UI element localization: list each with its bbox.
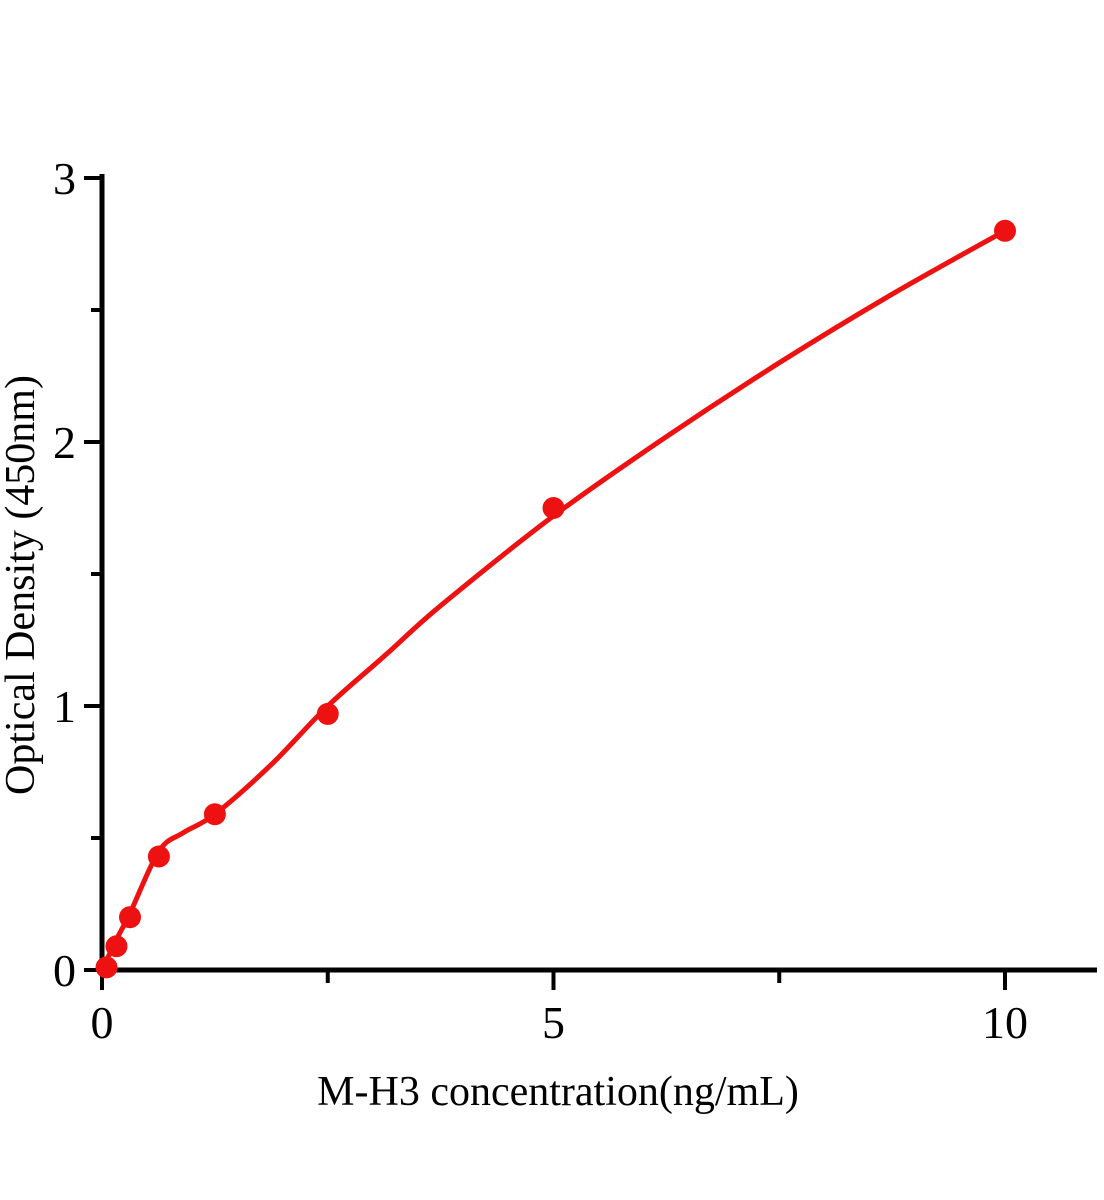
data-point	[147, 845, 170, 868]
data-point	[118, 906, 141, 929]
data-point	[95, 956, 118, 979]
data-point	[203, 803, 226, 826]
x-tick-label: 0	[91, 997, 114, 1048]
data-point	[316, 702, 339, 725]
data-point	[105, 935, 128, 958]
y-tick-label: 0	[53, 945, 76, 996]
y-axis-title: Optical Density (450nm)	[0, 375, 44, 795]
x-tick-label: 10	[982, 997, 1028, 1048]
data-point	[542, 497, 565, 519]
data-points-layer	[95, 219, 1016, 979]
x-tick-label: 5	[542, 997, 565, 1048]
y-tick-label: 3	[53, 153, 76, 204]
fit-curve	[99, 228, 1008, 973]
y-tick-label: 2	[53, 417, 76, 468]
x-axis-title: M-H3 concentration(ng/mL)	[317, 1069, 799, 1115]
tick-labels-layer: 0 1 2 3 0 5 10	[53, 153, 1028, 1048]
fit-curve-layer	[99, 228, 1008, 973]
y-tick-label: 1	[53, 681, 76, 732]
data-point	[994, 219, 1016, 242]
axes-layer	[84, 174, 1097, 990]
